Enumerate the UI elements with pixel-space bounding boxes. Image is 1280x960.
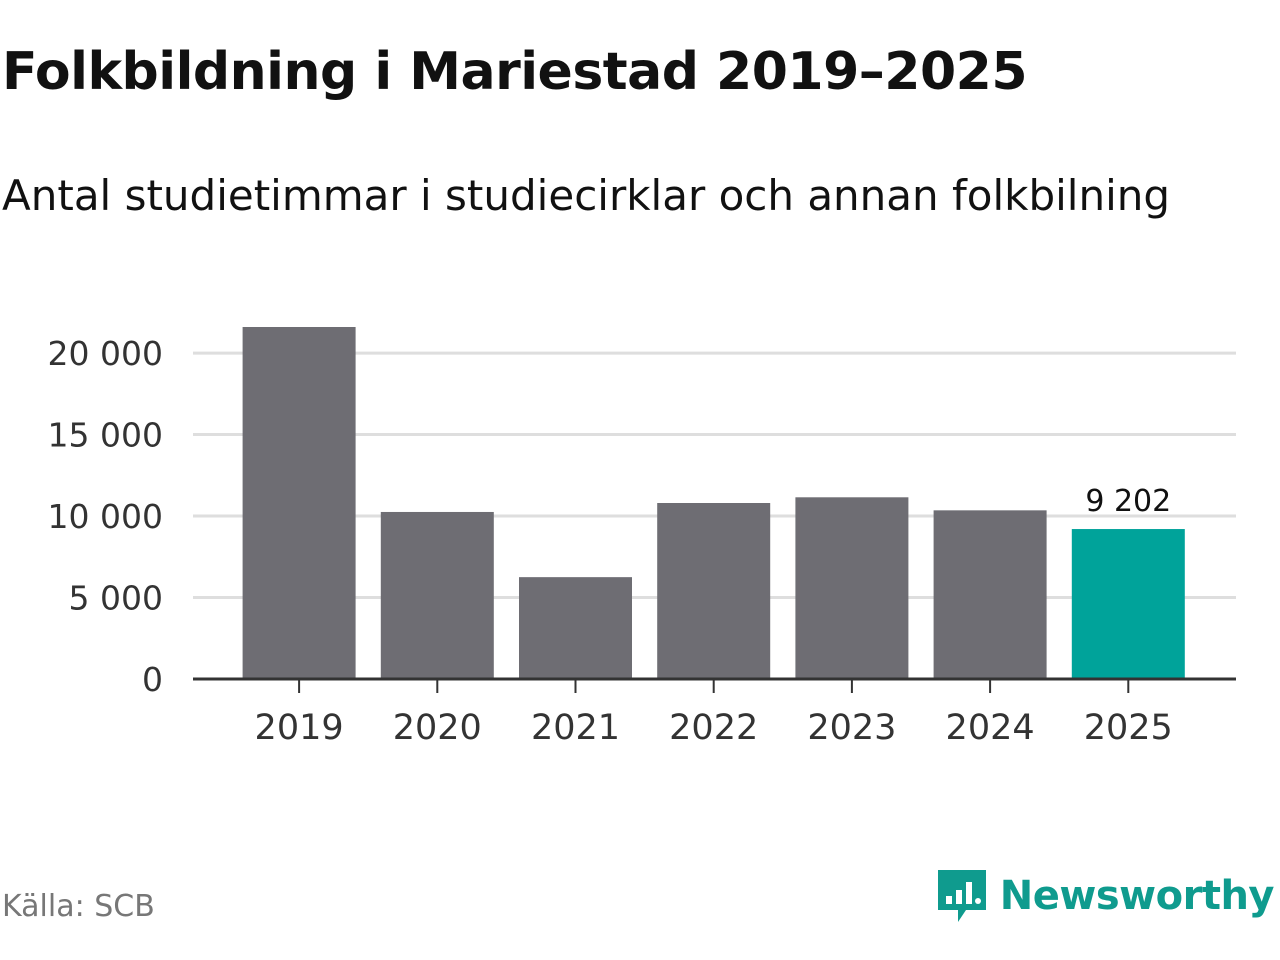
source-note: Källa: SCB	[2, 889, 155, 924]
chart-subtitle: Antal studietimmar i studiecirklar och a…	[2, 171, 1171, 220]
data-label: 9 202	[1085, 484, 1171, 519]
x-tick-label: 2021	[531, 708, 620, 748]
x-tick-label: 2022	[669, 708, 758, 748]
brand-name: Newsworthy	[999, 873, 1275, 919]
bar-2019	[242, 327, 356, 679]
x-tick-label: 2024	[946, 708, 1035, 748]
y-tick-label: 20 000	[48, 334, 163, 373]
x-tick-label: 2020	[393, 708, 482, 748]
bar-2020	[380, 511, 494, 679]
bar-2024	[933, 510, 1047, 679]
x-tick-label: 2023	[807, 708, 896, 748]
x-tick-label: 2019	[255, 708, 344, 748]
bar-2022	[657, 503, 771, 679]
y-tick-label: 0	[142, 660, 163, 699]
brand-logo: Newsworthy	[936, 864, 1275, 928]
y-tick-label: 15 000	[48, 416, 163, 455]
y-tick-label: 5 000	[69, 579, 163, 618]
newsworthy-logo-icon	[937, 870, 986, 922]
bar-2023	[795, 497, 909, 679]
bar-2025	[1071, 529, 1185, 679]
bar-2021	[519, 577, 632, 679]
bar-chart: 0 5 000 10 000 15 000 20 000 2019 2020 2021 2022…	[48, 327, 1236, 748]
y-tick-label: 10 000	[48, 497, 163, 536]
x-tick-label: 2025	[1084, 708, 1173, 748]
chart-title: Folkbildning i Mariestad 2019–2025	[2, 42, 1028, 102]
